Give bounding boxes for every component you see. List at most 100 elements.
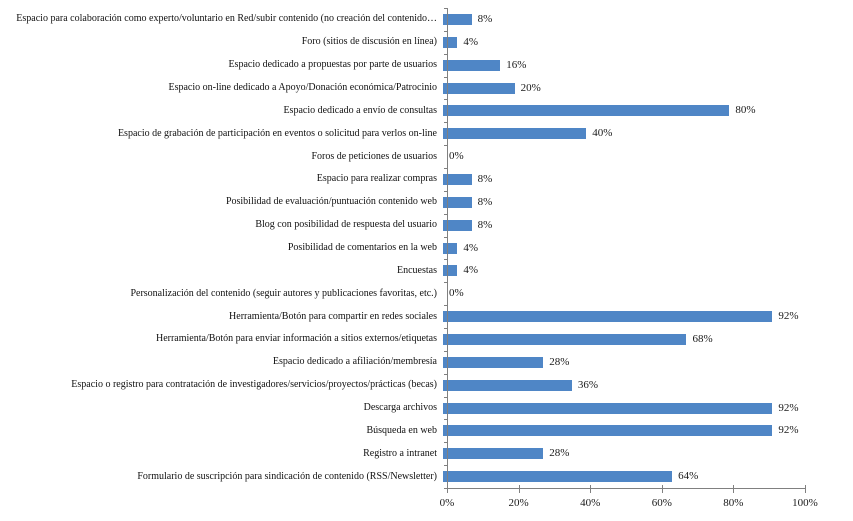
category-label: Espacio de grabación de participación en… xyxy=(117,127,437,139)
category-label: Espacio dedicado a afiliación/membresía xyxy=(272,356,437,368)
bar xyxy=(443,311,773,323)
x-axis-label: 40% xyxy=(580,497,601,509)
bar-area: 40% xyxy=(443,122,801,145)
category-label: Herramienta/Botón para enviar informació… xyxy=(155,333,437,345)
bar-area: 92% xyxy=(443,419,801,442)
y-axis-tick xyxy=(444,259,448,260)
bar-row: Espacio o registro para contratación de … xyxy=(0,374,853,397)
bar-row: Blog con posibilidad de respuesta del us… xyxy=(0,214,853,237)
y-axis-tick xyxy=(444,31,448,32)
category-label: Posibilidad de evaluación/puntuación con… xyxy=(225,196,437,208)
value-label: 0% xyxy=(449,150,464,163)
category-label: Herramienta/Botón para compartir en rede… xyxy=(229,310,437,322)
bar-row: Espacio dedicado a afiliación/membresía 2… xyxy=(0,351,853,374)
bar-row: Posibilidad de comentarios en la web 4% xyxy=(0,237,853,260)
bar-area: 8% xyxy=(443,191,801,214)
bar-row: Formulario de suscripción para sindicaci… xyxy=(0,465,853,488)
value-label: 4% xyxy=(463,241,478,254)
x-axis-tick xyxy=(518,485,520,493)
bar xyxy=(443,196,472,208)
x-axis-tick xyxy=(590,485,592,493)
bar-area: 0% xyxy=(443,145,801,168)
bar xyxy=(443,36,458,48)
y-axis-tick xyxy=(444,351,448,352)
value-label: 8% xyxy=(477,12,493,25)
y-axis-tick xyxy=(444,122,448,123)
x-axis-tick xyxy=(447,485,448,493)
y-axis-tick xyxy=(444,237,448,238)
y-axis-tick xyxy=(444,397,448,398)
category-label: Posibilidad de comentarios en la web xyxy=(287,242,437,254)
y-axis-tick xyxy=(444,442,448,443)
value-label: 68% xyxy=(692,332,713,345)
bar-row: Espacio dedicado a envío de consultas 80% xyxy=(0,99,853,122)
y-axis-tick xyxy=(444,168,448,169)
category-label: Formulario de suscripción para sindicaci… xyxy=(137,470,437,482)
category-label: Personalización del contenido (seguir au… xyxy=(130,287,437,299)
y-axis-tick xyxy=(444,465,448,466)
bar xyxy=(443,333,687,345)
y-axis-tick xyxy=(444,305,448,306)
value-label: 28% xyxy=(549,447,570,460)
bar-area: 28% xyxy=(443,351,801,374)
bar-area: 92% xyxy=(443,305,801,328)
bar xyxy=(443,82,515,94)
category-label: Blog con posibilidad de respuesta del us… xyxy=(255,219,437,231)
x-axis-tick xyxy=(661,485,663,493)
bar-area: 80% xyxy=(443,99,801,122)
bar xyxy=(443,471,673,483)
bar xyxy=(443,402,773,414)
bar-row: Espacio dedicado a propuestas por parte … xyxy=(0,54,853,77)
bar-area: 0% xyxy=(443,282,801,305)
bar-area: 92% xyxy=(443,397,801,420)
y-axis-tick xyxy=(444,191,448,192)
bar-row: Registro a intranet 28% xyxy=(0,442,853,465)
bar-row: Espacio para realizar compras 8% xyxy=(0,168,853,191)
value-label: 8% xyxy=(477,218,493,231)
y-axis xyxy=(444,8,448,489)
bar-row: Foro (sitios de discusión en línea) 4% xyxy=(0,31,853,54)
value-label: 8% xyxy=(477,172,493,185)
x-axis-label: 60% xyxy=(651,497,672,509)
bar xyxy=(443,242,458,254)
value-label: 8% xyxy=(477,195,493,208)
plot-area: Espacio para colaboración como experto/v… xyxy=(0,8,853,488)
value-label: 40% xyxy=(592,127,613,140)
bar-row: Descarga archivos 92% xyxy=(0,397,853,420)
value-label: 4% xyxy=(463,264,478,277)
category-label: Espacio para realizar compras xyxy=(316,173,437,185)
bar xyxy=(443,13,472,25)
x-axis-tick xyxy=(805,485,806,493)
y-axis-tick xyxy=(444,54,448,55)
bar-area: 8% xyxy=(443,214,801,237)
bar-area: 8% xyxy=(443,168,801,191)
category-label: Encuestas xyxy=(397,264,437,276)
bar-area: 16% xyxy=(443,54,801,77)
value-label: 0% xyxy=(449,287,464,300)
value-label: 80% xyxy=(735,104,756,117)
category-label: Foros de peticiones de usuarios xyxy=(311,150,437,162)
bar-row: Espacio on-line dedicado a Apoyo/Donació… xyxy=(0,77,853,100)
x-axis xyxy=(447,488,806,489)
category-label: Búsqueda en web xyxy=(366,424,437,436)
bar-area: 4% xyxy=(443,237,801,260)
bar-row: Herramienta/Botón para compartir en rede… xyxy=(0,305,853,328)
y-axis-tick xyxy=(444,282,448,283)
category-label: Espacio on-line dedicado a Apoyo/Donació… xyxy=(168,82,437,93)
category-label: Registro a intranet xyxy=(363,447,437,459)
category-label: Espacio o registro para contratación de … xyxy=(71,379,437,391)
bar-row: Posibilidad de evaluación/puntuación con… xyxy=(0,191,853,214)
value-label: 16% xyxy=(506,58,527,71)
value-label: 20% xyxy=(520,81,541,94)
bar-area: 8% xyxy=(443,8,801,31)
value-label: 92% xyxy=(778,424,799,437)
value-label: 28% xyxy=(549,355,570,368)
bar xyxy=(443,105,730,117)
category-label: Espacio dedicado a envío de consultas xyxy=(283,104,437,116)
value-label: 92% xyxy=(778,401,799,414)
bar-area: 36% xyxy=(443,374,801,397)
bar-row: Espacio de grabación de participación en… xyxy=(0,122,853,145)
bar-row: Búsqueda en web 92% xyxy=(0,419,853,442)
y-axis-tick xyxy=(444,328,448,329)
